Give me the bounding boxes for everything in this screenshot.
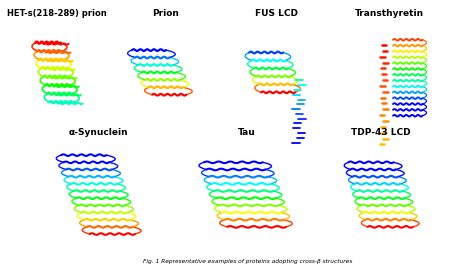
Text: FUS LCD: FUS LCD [255, 9, 298, 18]
Text: α-Synuclein: α-Synuclein [68, 128, 128, 137]
Text: TDP-43 LCD: TDP-43 LCD [351, 128, 410, 137]
Text: Fig. 1 Representative examples of proteins adopting cross-β structures: Fig. 1 Representative examples of protei… [143, 259, 352, 264]
Text: HET-s(218-289) prion: HET-s(218-289) prion [8, 9, 107, 18]
Text: Tau: Tau [238, 128, 256, 137]
Text: Transthyretin: Transthyretin [355, 9, 424, 18]
Text: Prion: Prion [153, 9, 179, 18]
